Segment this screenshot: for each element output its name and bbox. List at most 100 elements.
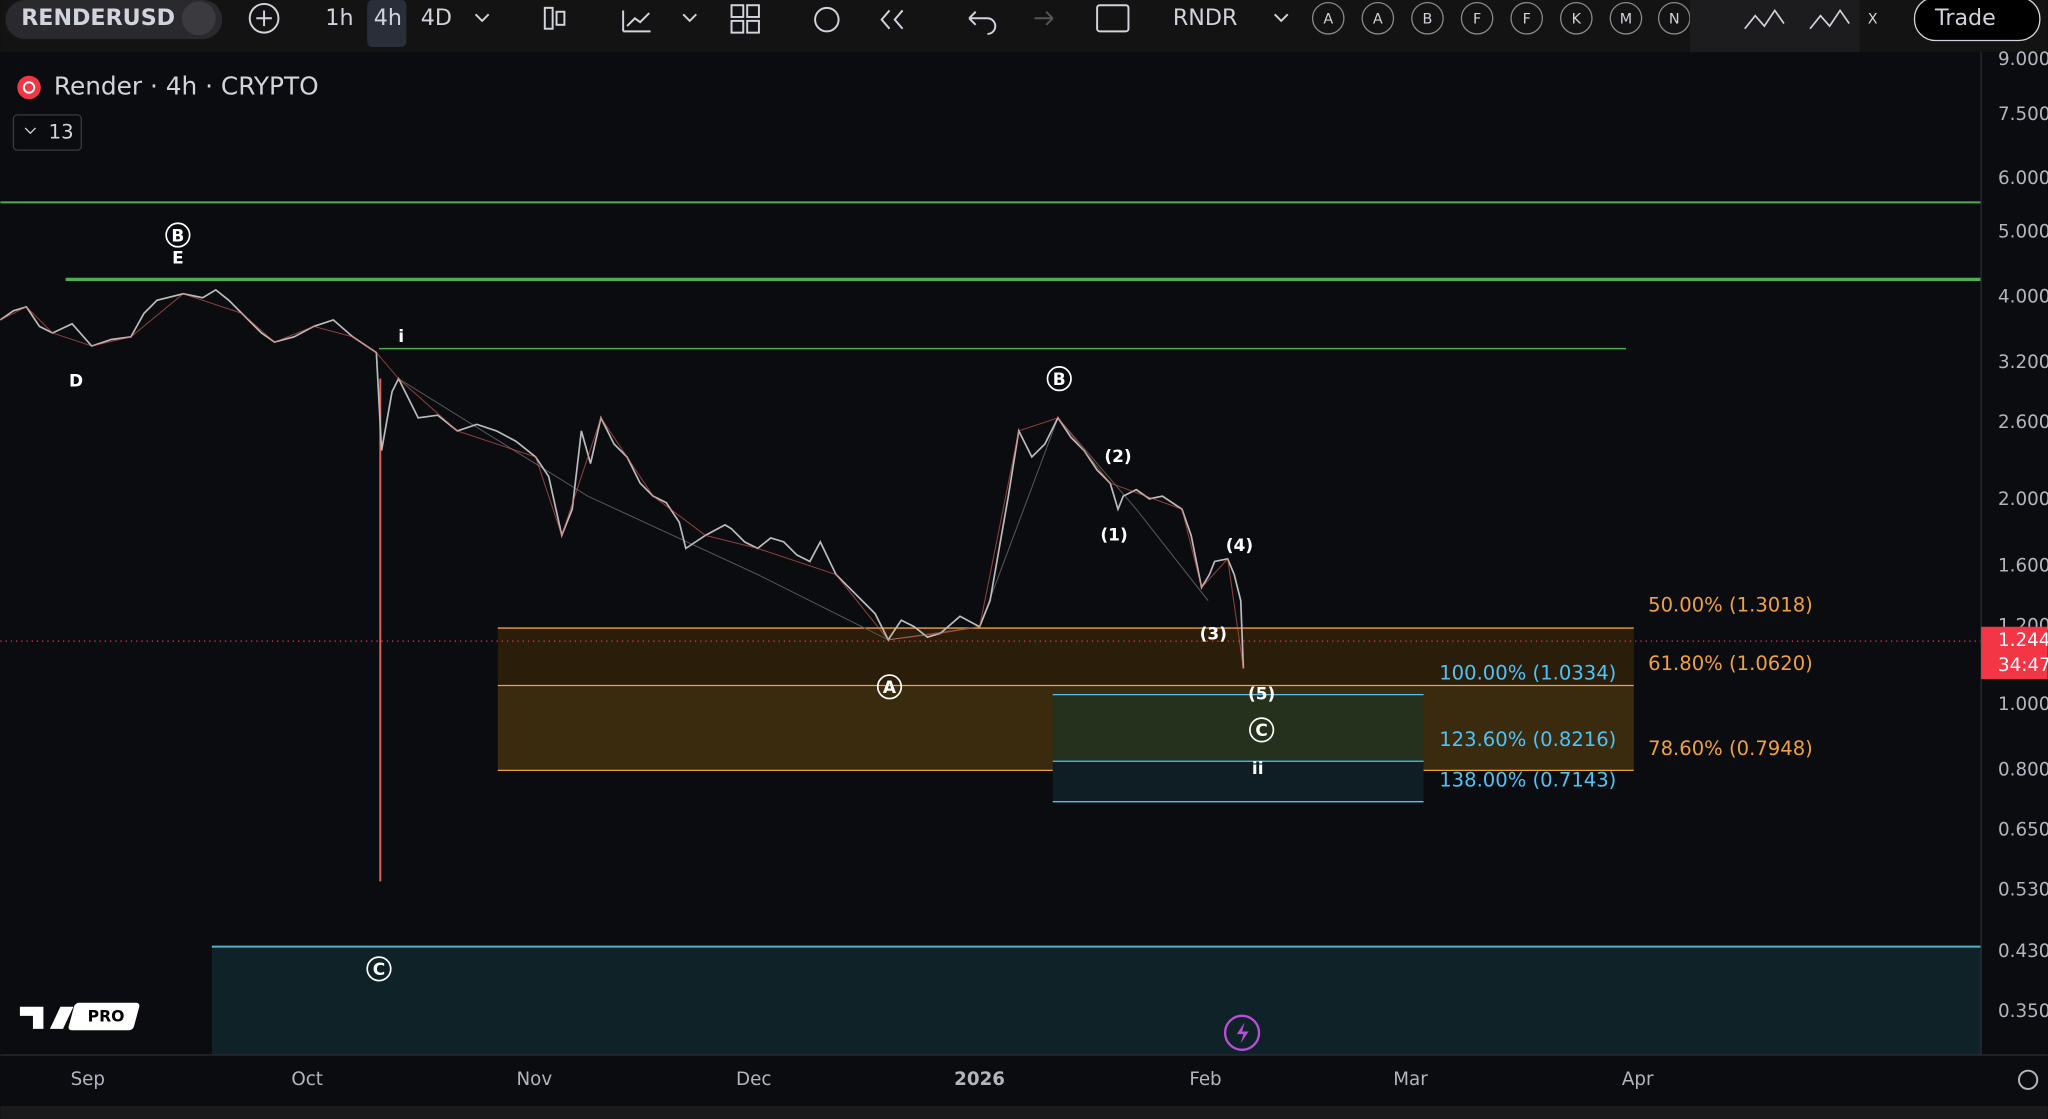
price-label: 3.200 [1998,352,2048,373]
price-label: 0.650 [1998,819,2048,840]
wave-path [398,378,1209,641]
support-zone [211,946,1982,1056]
interval[interactable]: 1h [325,5,353,31]
symbol-button[interactable] [5,0,223,40]
wave-circles [165,222,1275,982]
symbol-logo-mark [22,81,36,94]
price-series [0,288,1245,669]
trade-button[interactable] [1913,0,2041,42]
time-label: 2026 [954,1069,1005,1090]
lightning-button[interactable] [1223,1014,1261,1051]
interval[interactable]: 4h [374,5,402,31]
badge[interactable] [181,1,216,36]
toolbar-icons [543,4,1130,35]
current-price: 1.244 [1998,630,2048,651]
letter: F [1523,12,1531,28]
price-label: 6.000 [1998,168,2048,189]
price-series-down [0,293,1244,669]
time-label: Nov [517,1069,553,1090]
letter-buttons [1311,1,1691,35]
price-label: 2.600 [1998,412,2048,433]
pattern-tools [1689,0,1860,53]
letter-button[interactable] [1510,1,1544,35]
indicators-count: 13 [49,121,74,144]
fib-label: 61.80% (1.0620) [1648,652,1813,675]
chevron [24,127,37,135]
pattern-icons[interactable] [1744,8,1850,30]
time-label: Apr [1622,1069,1654,1090]
letter-button[interactable] [1559,1,1593,35]
compare-symbol[interactable]: RNDR [1173,5,1238,31]
price-axis [1981,52,2048,1056]
fib-zone [497,628,1634,686]
wave-label: (5) [1248,685,1275,705]
letter: A [1373,12,1383,28]
pro-label: PRO [88,1007,125,1026]
wave-label: E [172,249,184,269]
symbol-logo [17,75,41,100]
tv-logo [19,1006,74,1029]
ext-zone [1052,761,1424,802]
current-price-box [1981,626,2048,679]
fib-label: 50.00% (1.3018) [1648,593,1813,616]
letter-button[interactable] [1609,1,1643,35]
price-label: 4.000 [1998,287,2048,308]
wave-label: C [373,960,385,980]
wave-label: (2) [1104,447,1131,467]
fib-label: 78.60% (0.7948) [1648,737,1813,760]
wave-label: C [1255,721,1267,741]
letter: M [1620,12,1632,28]
letter: K [1572,12,1582,28]
letter-button[interactable] [1460,1,1494,35]
wave-label: ii [1252,759,1264,779]
price-label: 0.800 [1998,759,2048,780]
trade-label: Trade [1934,5,1996,31]
settings-button[interactable] [2017,1069,2039,1090]
time-label: Sep [71,1069,105,1090]
time-label: Oct [291,1069,323,1090]
interval[interactable]: 4D [421,5,452,31]
countdown: 34:47 [1998,655,2048,676]
price-label: 1.000 [1998,694,2048,715]
ext-zone [1052,694,1424,762]
active-interval [367,0,407,48]
bottom-strip [0,1105,2048,1119]
legend-title: Render · 4h · CRYPTO [54,71,319,100]
price-label: 2.000 [1998,489,2048,510]
price-label: 0.430 [1998,941,2048,962]
wave-label: i [398,327,404,347]
time-label: Feb [1189,1069,1221,1090]
wave-label: (4) [1226,536,1253,556]
price-label: 0.350 [1998,1001,2048,1022]
wave-label: (1) [1100,525,1127,545]
letter: B [1423,12,1433,28]
lightning-icon [1236,1022,1249,1044]
ext-label: 100.00% (1.0334) [1439,661,1616,684]
letter: F [1473,12,1481,28]
price-label: 1.600 [1998,556,2048,577]
ext-label: 123.60% (0.8216) [1439,728,1616,751]
dropdown-icons [474,13,1289,23]
letter: A [1323,12,1333,28]
letter-button[interactable] [1411,1,1444,35]
price-label: 7.500 [1998,104,2048,125]
pro-badge [68,1002,140,1031]
plus-icon [256,10,272,27]
letter-button[interactable] [1311,1,1345,35]
indicators-toggle[interactable] [12,114,82,151]
wave-label: B [171,226,184,246]
close-button[interactable]: X [1868,12,1878,28]
letter-button[interactable] [1361,1,1395,35]
time-label: Mar [1393,1069,1428,1090]
wave-label: (3) [1200,625,1227,645]
ext-label: 138.00% (0.7143) [1439,768,1616,791]
price-label: 5.000 [1998,221,2048,242]
wave-label: B [1053,370,1066,390]
letter: N [1669,12,1680,28]
wave-label: A [883,678,897,698]
price-label: 0.530 [1998,879,2048,900]
price-label: 9.000 [1998,49,2048,70]
add-symbol[interactable] [248,2,280,34]
